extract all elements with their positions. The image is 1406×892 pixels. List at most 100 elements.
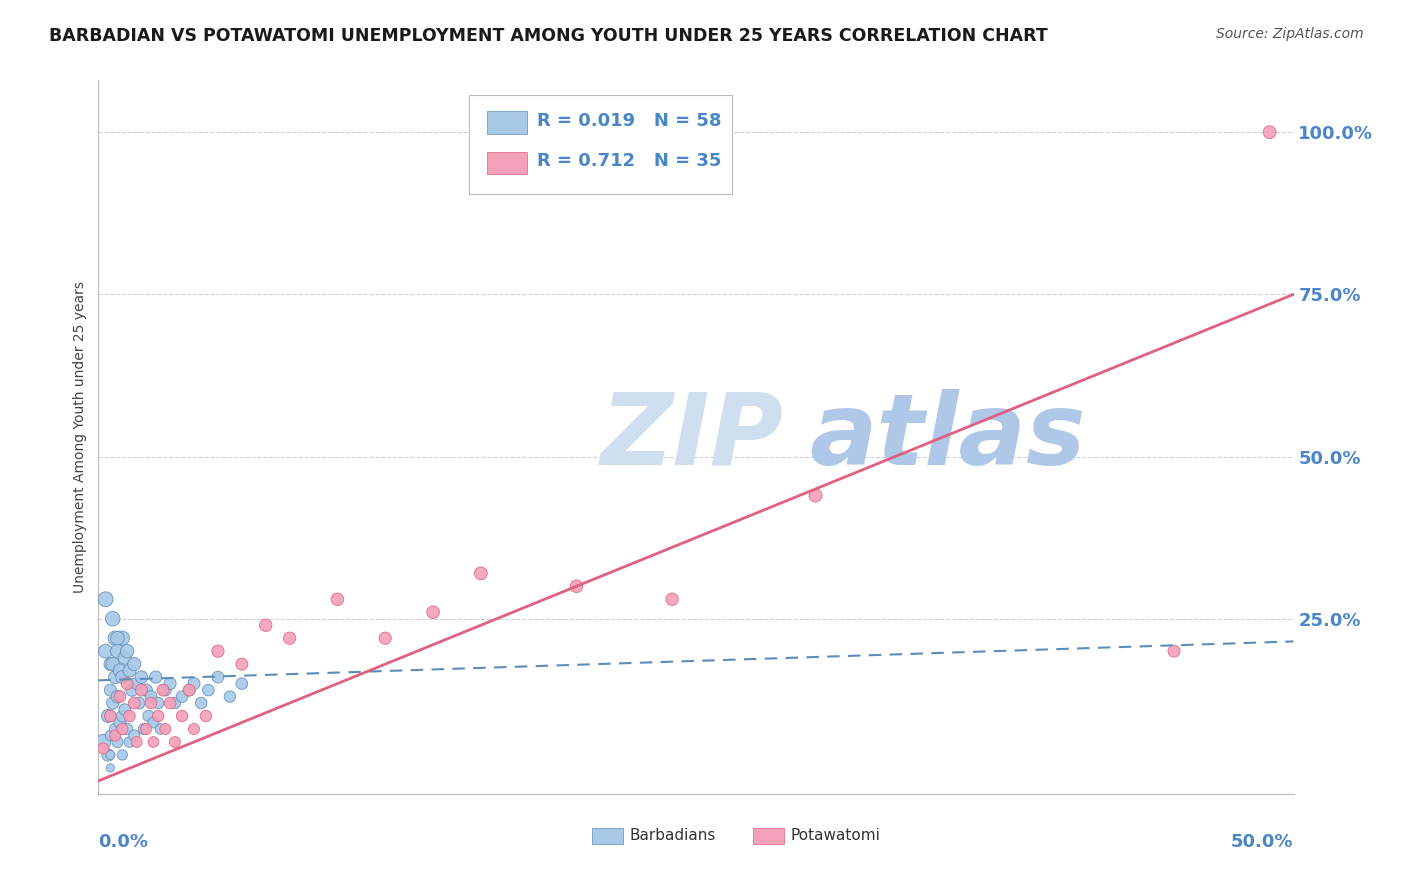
Point [97, 747, 120, 762]
Point [197, 683, 219, 698]
Point [98, 709, 122, 723]
Text: R = 0.712   N = 35: R = 0.712 N = 35 [537, 152, 721, 169]
Point [190, 696, 212, 710]
Y-axis label: Unemployment Among Youth under 25 years: Unemployment Among Youth under 25 years [73, 281, 87, 593]
Point [114, 650, 136, 665]
Point [124, 696, 146, 710]
Point [139, 696, 162, 710]
FancyBboxPatch shape [592, 828, 623, 844]
Point [138, 709, 160, 723]
Point [179, 683, 201, 698]
Point [155, 683, 177, 698]
Text: ZIP: ZIP [600, 389, 783, 485]
Point [661, 592, 683, 607]
Point [207, 670, 229, 684]
Point [98, 729, 122, 743]
Point [111, 631, 134, 645]
Point [98, 683, 122, 698]
Point [111, 670, 134, 684]
Point [91, 741, 114, 756]
Point [163, 735, 186, 749]
Point [148, 709, 170, 723]
Point [124, 657, 146, 672]
Point [98, 761, 122, 775]
Point [104, 631, 127, 645]
Text: Potawatomi: Potawatomi [790, 828, 880, 843]
Point [108, 690, 131, 704]
Point [172, 709, 194, 723]
Point [278, 631, 301, 645]
Point [125, 735, 148, 749]
Point [115, 644, 138, 658]
Point [104, 670, 127, 684]
Point [422, 605, 444, 619]
Point [118, 709, 141, 723]
Point [155, 722, 177, 736]
Point [107, 631, 129, 645]
Point [159, 696, 181, 710]
Point [101, 657, 124, 672]
Text: atlas: atlas [810, 389, 1085, 485]
Point [135, 722, 157, 736]
FancyBboxPatch shape [486, 152, 527, 175]
Point [94, 592, 117, 607]
Point [183, 676, 205, 690]
Point [470, 566, 492, 581]
Point [101, 612, 124, 626]
Point [111, 722, 134, 736]
Point [118, 664, 141, 678]
Point [179, 683, 201, 698]
Point [139, 690, 162, 704]
Point [1258, 125, 1281, 139]
Point [107, 735, 129, 749]
Point [98, 657, 122, 672]
Point [131, 670, 153, 684]
Text: BARBADIAN VS POTAWATOMI UNEMPLOYMENT AMONG YOUTH UNDER 25 YEARS CORRELATION CHAR: BARBADIAN VS POTAWATOMI UNEMPLOYMENT AMO… [49, 27, 1047, 45]
Point [97, 709, 120, 723]
Point [195, 709, 218, 723]
Point [115, 676, 138, 690]
Point [231, 657, 253, 672]
Point [101, 696, 124, 710]
Point [163, 696, 186, 710]
Point [131, 683, 153, 698]
Point [108, 715, 131, 730]
Point [142, 735, 165, 749]
Point [152, 683, 174, 698]
Text: R = 0.019   N = 58: R = 0.019 N = 58 [537, 112, 721, 130]
Point [565, 579, 588, 593]
Point [207, 644, 229, 658]
Point [104, 722, 127, 736]
Point [135, 683, 157, 698]
Point [326, 592, 349, 607]
Text: Barbadians: Barbadians [628, 828, 716, 843]
Point [1163, 644, 1185, 658]
Point [107, 690, 129, 704]
Point [219, 690, 242, 704]
Point [107, 644, 129, 658]
Point [121, 683, 143, 698]
Point [98, 709, 122, 723]
Point [114, 702, 136, 716]
Point [108, 664, 131, 678]
FancyBboxPatch shape [470, 95, 733, 194]
Point [111, 747, 134, 762]
Point [91, 735, 114, 749]
Point [111, 709, 134, 723]
Text: Source: ZipAtlas.com: Source: ZipAtlas.com [1216, 27, 1364, 41]
Point [124, 729, 146, 743]
Point [104, 729, 127, 743]
Point [128, 696, 150, 710]
Text: 50.0%: 50.0% [1232, 833, 1294, 851]
Point [142, 715, 165, 730]
Point [254, 618, 277, 632]
Point [132, 722, 155, 736]
Point [98, 747, 122, 762]
Point [149, 722, 172, 736]
Point [231, 676, 253, 690]
Point [374, 631, 396, 645]
Point [94, 644, 117, 658]
FancyBboxPatch shape [486, 111, 527, 134]
Point [118, 735, 141, 749]
Point [148, 696, 170, 710]
